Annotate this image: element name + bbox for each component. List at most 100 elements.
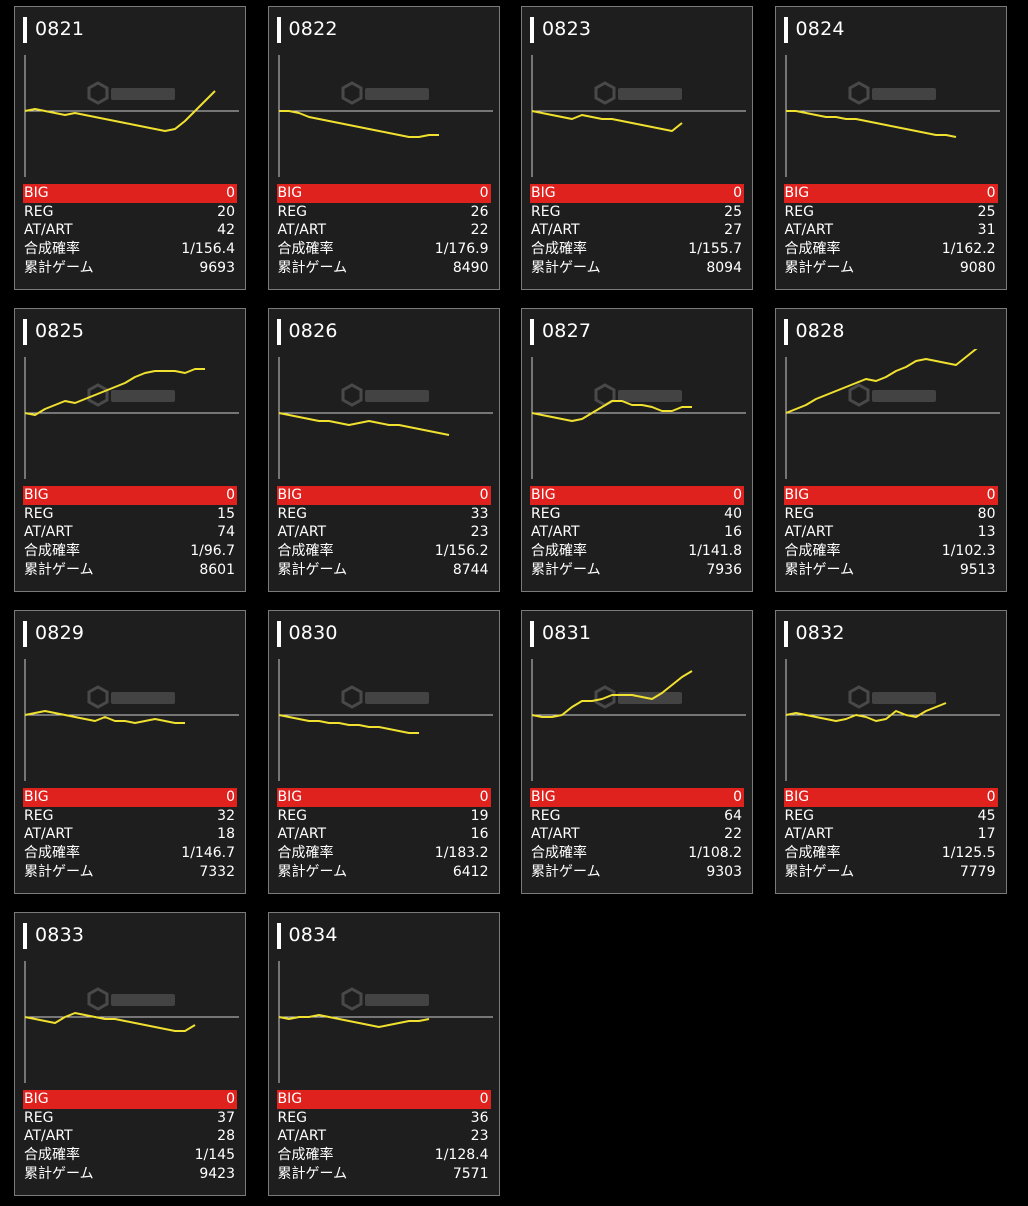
- stat-row-at: AT/ART 17: [784, 825, 998, 844]
- stat-row-reg: REG 80: [784, 505, 998, 524]
- stat-label: 合成確率: [277, 845, 334, 862]
- watermark-logo: [87, 987, 175, 1011]
- stat-label: AT/ART: [24, 524, 73, 541]
- machine-number: 0821: [23, 17, 84, 43]
- stats-table: BIG 0 REG 15 AT/ART 74 合成確率 1/96.7 累計ゲーム…: [15, 486, 245, 579]
- stat-row-games: 累計ゲーム 9303: [530, 863, 744, 882]
- watermark-logo: [341, 383, 429, 407]
- stat-value: 1/156.2: [434, 543, 489, 560]
- watermark-logo: [594, 81, 682, 105]
- stat-label: 累計ゲーム: [531, 259, 601, 276]
- stat-row-games: 累計ゲーム 6412: [277, 863, 491, 882]
- stat-row-prob: 合成確率 1/162.2: [784, 240, 998, 259]
- payout-graph: [15, 651, 245, 785]
- watermark-logo: [341, 81, 429, 105]
- stat-value: 8744: [452, 561, 489, 578]
- machine-card-0827[interactable]: 0827 BIG 0 REG 40 AT/ART 16 合成確率 1/141.8…: [521, 308, 753, 592]
- stat-value: 33: [470, 505, 489, 522]
- stat-row-big: BIG 0: [530, 486, 744, 505]
- stat-value: 0: [733, 185, 742, 201]
- stat-row-prob: 合成確率 1/183.2: [277, 844, 491, 863]
- machine-card-0830[interactable]: 0830 BIG 0 REG 19 AT/ART 16 合成確率 1/183.2…: [267, 610, 500, 894]
- payout-graph: [269, 953, 499, 1087]
- graph-svg: [531, 357, 746, 479]
- stat-row-prob: 合成確率 1/96.7: [23, 542, 237, 561]
- stat-row-big: BIG 0: [783, 788, 998, 807]
- machine-card-0831[interactable]: 0831 BIG 0 REG 64 AT/ART 22 合成確率 1/108.2…: [521, 610, 753, 894]
- stat-row-reg: REG 36: [277, 1109, 491, 1128]
- stat-label: 累計ゲーム: [784, 259, 855, 276]
- stat-label: 合成確率: [784, 845, 841, 862]
- stat-label: REG: [784, 807, 814, 824]
- stat-label: AT/ART: [784, 222, 834, 239]
- stat-row-prob: 合成確率 1/141.8: [530, 542, 744, 561]
- stat-label: 合成確率: [784, 543, 841, 560]
- stat-label: REG: [24, 505, 54, 522]
- machine-card-0832[interactable]: 0832 BIG 0 REG 45 AT/ART 17 合成確率 1/125.5…: [774, 610, 1007, 894]
- stat-row-big: BIG 0: [23, 1090, 237, 1109]
- stat-label: 合成確率: [277, 241, 334, 258]
- stat-label: BIG: [24, 789, 49, 805]
- stat-label: 累計ゲーム: [24, 863, 94, 880]
- stat-row-big: BIG 0: [276, 788, 491, 807]
- stat-label: BIG: [24, 1091, 49, 1107]
- stat-value: 0: [733, 789, 742, 805]
- stat-label: BIG: [277, 789, 303, 805]
- stat-value: 9080: [959, 259, 996, 276]
- stat-row-at: AT/ART 16: [277, 825, 491, 844]
- machine-card-0829[interactable]: 0829 BIG 0 REG 32 AT/ART 18 合成確率 1/146.7…: [14, 610, 246, 894]
- machine-card-0823[interactable]: 0823 BIG 0 REG 25 AT/ART 27 合成確率 1/155.7…: [521, 6, 753, 290]
- stat-row-games: 累計ゲーム 7332: [23, 863, 237, 882]
- stat-value: 0: [479, 185, 489, 201]
- stat-label: AT/ART: [277, 222, 327, 239]
- machine-card-0824[interactable]: 0824 BIG 0 REG 25 AT/ART 31 合成確率 1/162.2…: [774, 6, 1007, 290]
- machine-card-0834[interactable]: 0834 BIG 0 REG 36 AT/ART 23 合成確率 1/128.4…: [267, 912, 500, 1196]
- stat-label: AT/ART: [277, 826, 327, 843]
- stat-row-prob: 合成確率 1/145: [23, 1146, 237, 1165]
- stat-value: 25: [724, 203, 742, 220]
- stat-row-at: AT/ART 28: [23, 1127, 237, 1146]
- stat-row-big: BIG 0: [276, 184, 491, 203]
- graph-svg: [24, 55, 239, 177]
- stat-value: 0: [479, 789, 489, 805]
- stat-label: BIG: [531, 789, 556, 805]
- stat-row-games: 累計ゲーム 9080: [784, 259, 998, 278]
- stat-value: 16: [724, 524, 742, 541]
- stat-row-big: BIG 0: [23, 184, 237, 203]
- graph-svg: [278, 55, 493, 177]
- payout-graph: [15, 47, 245, 181]
- stats-table: BIG 0 REG 80 AT/ART 13 合成確率 1/102.3 累計ゲー…: [776, 486, 1006, 579]
- graph-svg: [24, 961, 239, 1083]
- payout-line: [24, 90, 216, 132]
- stat-label: REG: [24, 1109, 54, 1126]
- machine-number: 0833: [23, 923, 84, 949]
- stat-value: 7936: [706, 561, 742, 578]
- machine-card-0833[interactable]: 0833 BIG 0 REG 37 AT/ART 28 合成確率 1/145 累…: [14, 912, 246, 1196]
- stat-value: 1/162.2: [941, 241, 996, 258]
- stats-table: BIG 0 REG 45 AT/ART 17 合成確率 1/125.5 累計ゲー…: [776, 788, 1006, 881]
- payout-graph: [15, 349, 245, 483]
- stat-row-prob: 合成確率 1/108.2: [530, 844, 744, 863]
- machine-card-0828[interactable]: 0828 BIG 0 REG 80 AT/ART 13 合成確率 1/102.3…: [774, 308, 1007, 592]
- machine-number: 0829: [23, 621, 84, 647]
- machine-card-0822[interactable]: 0822 BIG 0 REG 26 AT/ART 22 合成確率 1/176.9…: [267, 6, 500, 290]
- watermark-logo: [341, 685, 429, 709]
- stat-value: 1/141.8: [688, 543, 742, 560]
- stats-table: BIG 0 REG 26 AT/ART 22 合成確率 1/176.9 累計ゲー…: [269, 184, 499, 277]
- payout-graph: [269, 651, 499, 785]
- stats-table: BIG 0 REG 33 AT/ART 23 合成確率 1/156.2 累計ゲー…: [269, 486, 499, 579]
- stat-label: AT/ART: [784, 524, 834, 541]
- machine-card-0826[interactable]: 0826 BIG 0 REG 33 AT/ART 23 合成確率 1/156.2…: [267, 308, 500, 592]
- stat-row-prob: 合成確率 1/156.4: [23, 240, 237, 259]
- stat-value: 80: [977, 505, 996, 522]
- stat-row-big: BIG 0: [23, 486, 237, 505]
- watermark-logo: [87, 81, 175, 105]
- stat-row-reg: REG 33: [277, 505, 491, 524]
- stat-label: 合成確率: [277, 543, 334, 560]
- graph-svg: [24, 357, 239, 479]
- machine-card-0821[interactable]: 0821 BIG 0 REG 20 AT/ART 42 合成確率 1/156.4…: [14, 6, 246, 290]
- stat-value: 25: [977, 203, 996, 220]
- machine-card-0825[interactable]: 0825 BIG 0 REG 15 AT/ART 74 合成確率 1/96.7 …: [14, 308, 246, 592]
- stat-value: 1/176.9: [434, 241, 489, 258]
- stat-value: 36: [470, 1109, 489, 1126]
